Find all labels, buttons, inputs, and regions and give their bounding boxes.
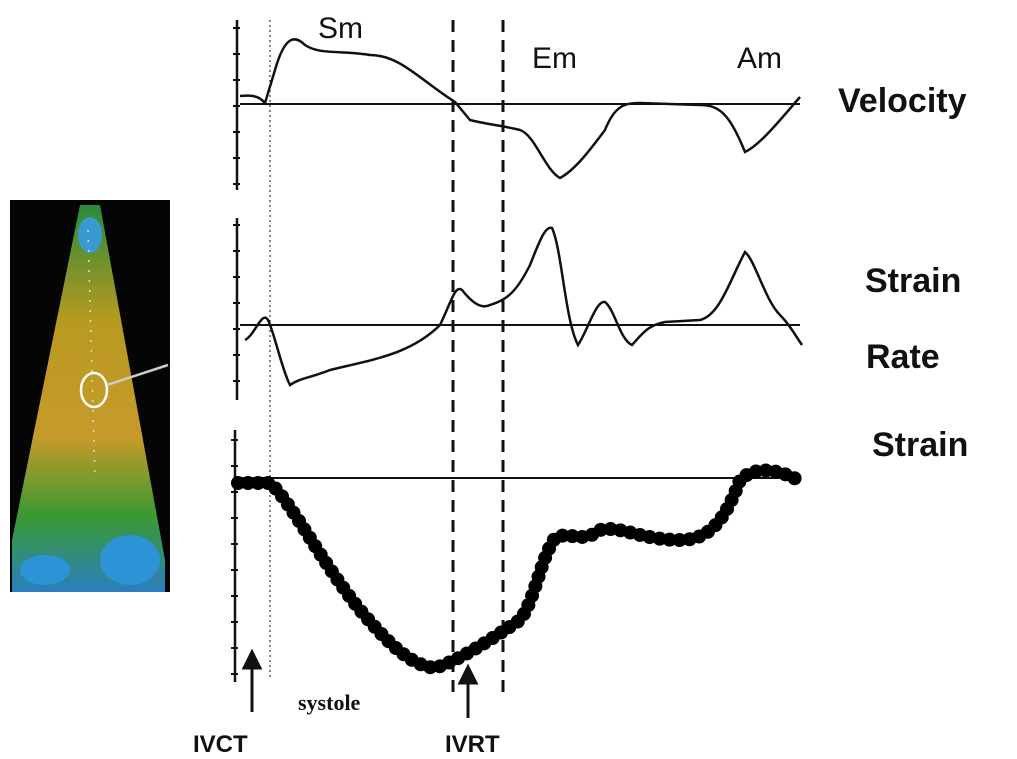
sm-label: Sm xyxy=(318,12,363,45)
image-dots xyxy=(87,229,96,481)
ivct-label: IVCT xyxy=(193,731,248,758)
strain-trace xyxy=(231,463,805,676)
image-blue-region xyxy=(100,535,160,585)
systole-label: systole xyxy=(298,690,361,715)
strain-rate-label: Strain xyxy=(865,262,961,300)
em-label: Em xyxy=(532,42,577,75)
velocity-trace xyxy=(239,38,801,180)
sample-region xyxy=(79,371,109,409)
image-blue-region xyxy=(78,217,102,253)
ivrt-arrow xyxy=(457,663,479,718)
strain-rate-trace xyxy=(244,226,804,387)
ivct-arrow xyxy=(241,648,263,712)
ivrt-label: IVRT xyxy=(445,731,500,758)
echo-image xyxy=(10,200,170,592)
image-blue-region xyxy=(20,555,70,585)
velocity-label: Velocity xyxy=(838,82,967,120)
strain-label: Strain xyxy=(872,426,968,464)
pointer xyxy=(106,363,169,387)
am-label: Am xyxy=(737,42,782,75)
image-cone xyxy=(12,205,165,592)
strain-rate-label: Rate xyxy=(866,338,940,376)
